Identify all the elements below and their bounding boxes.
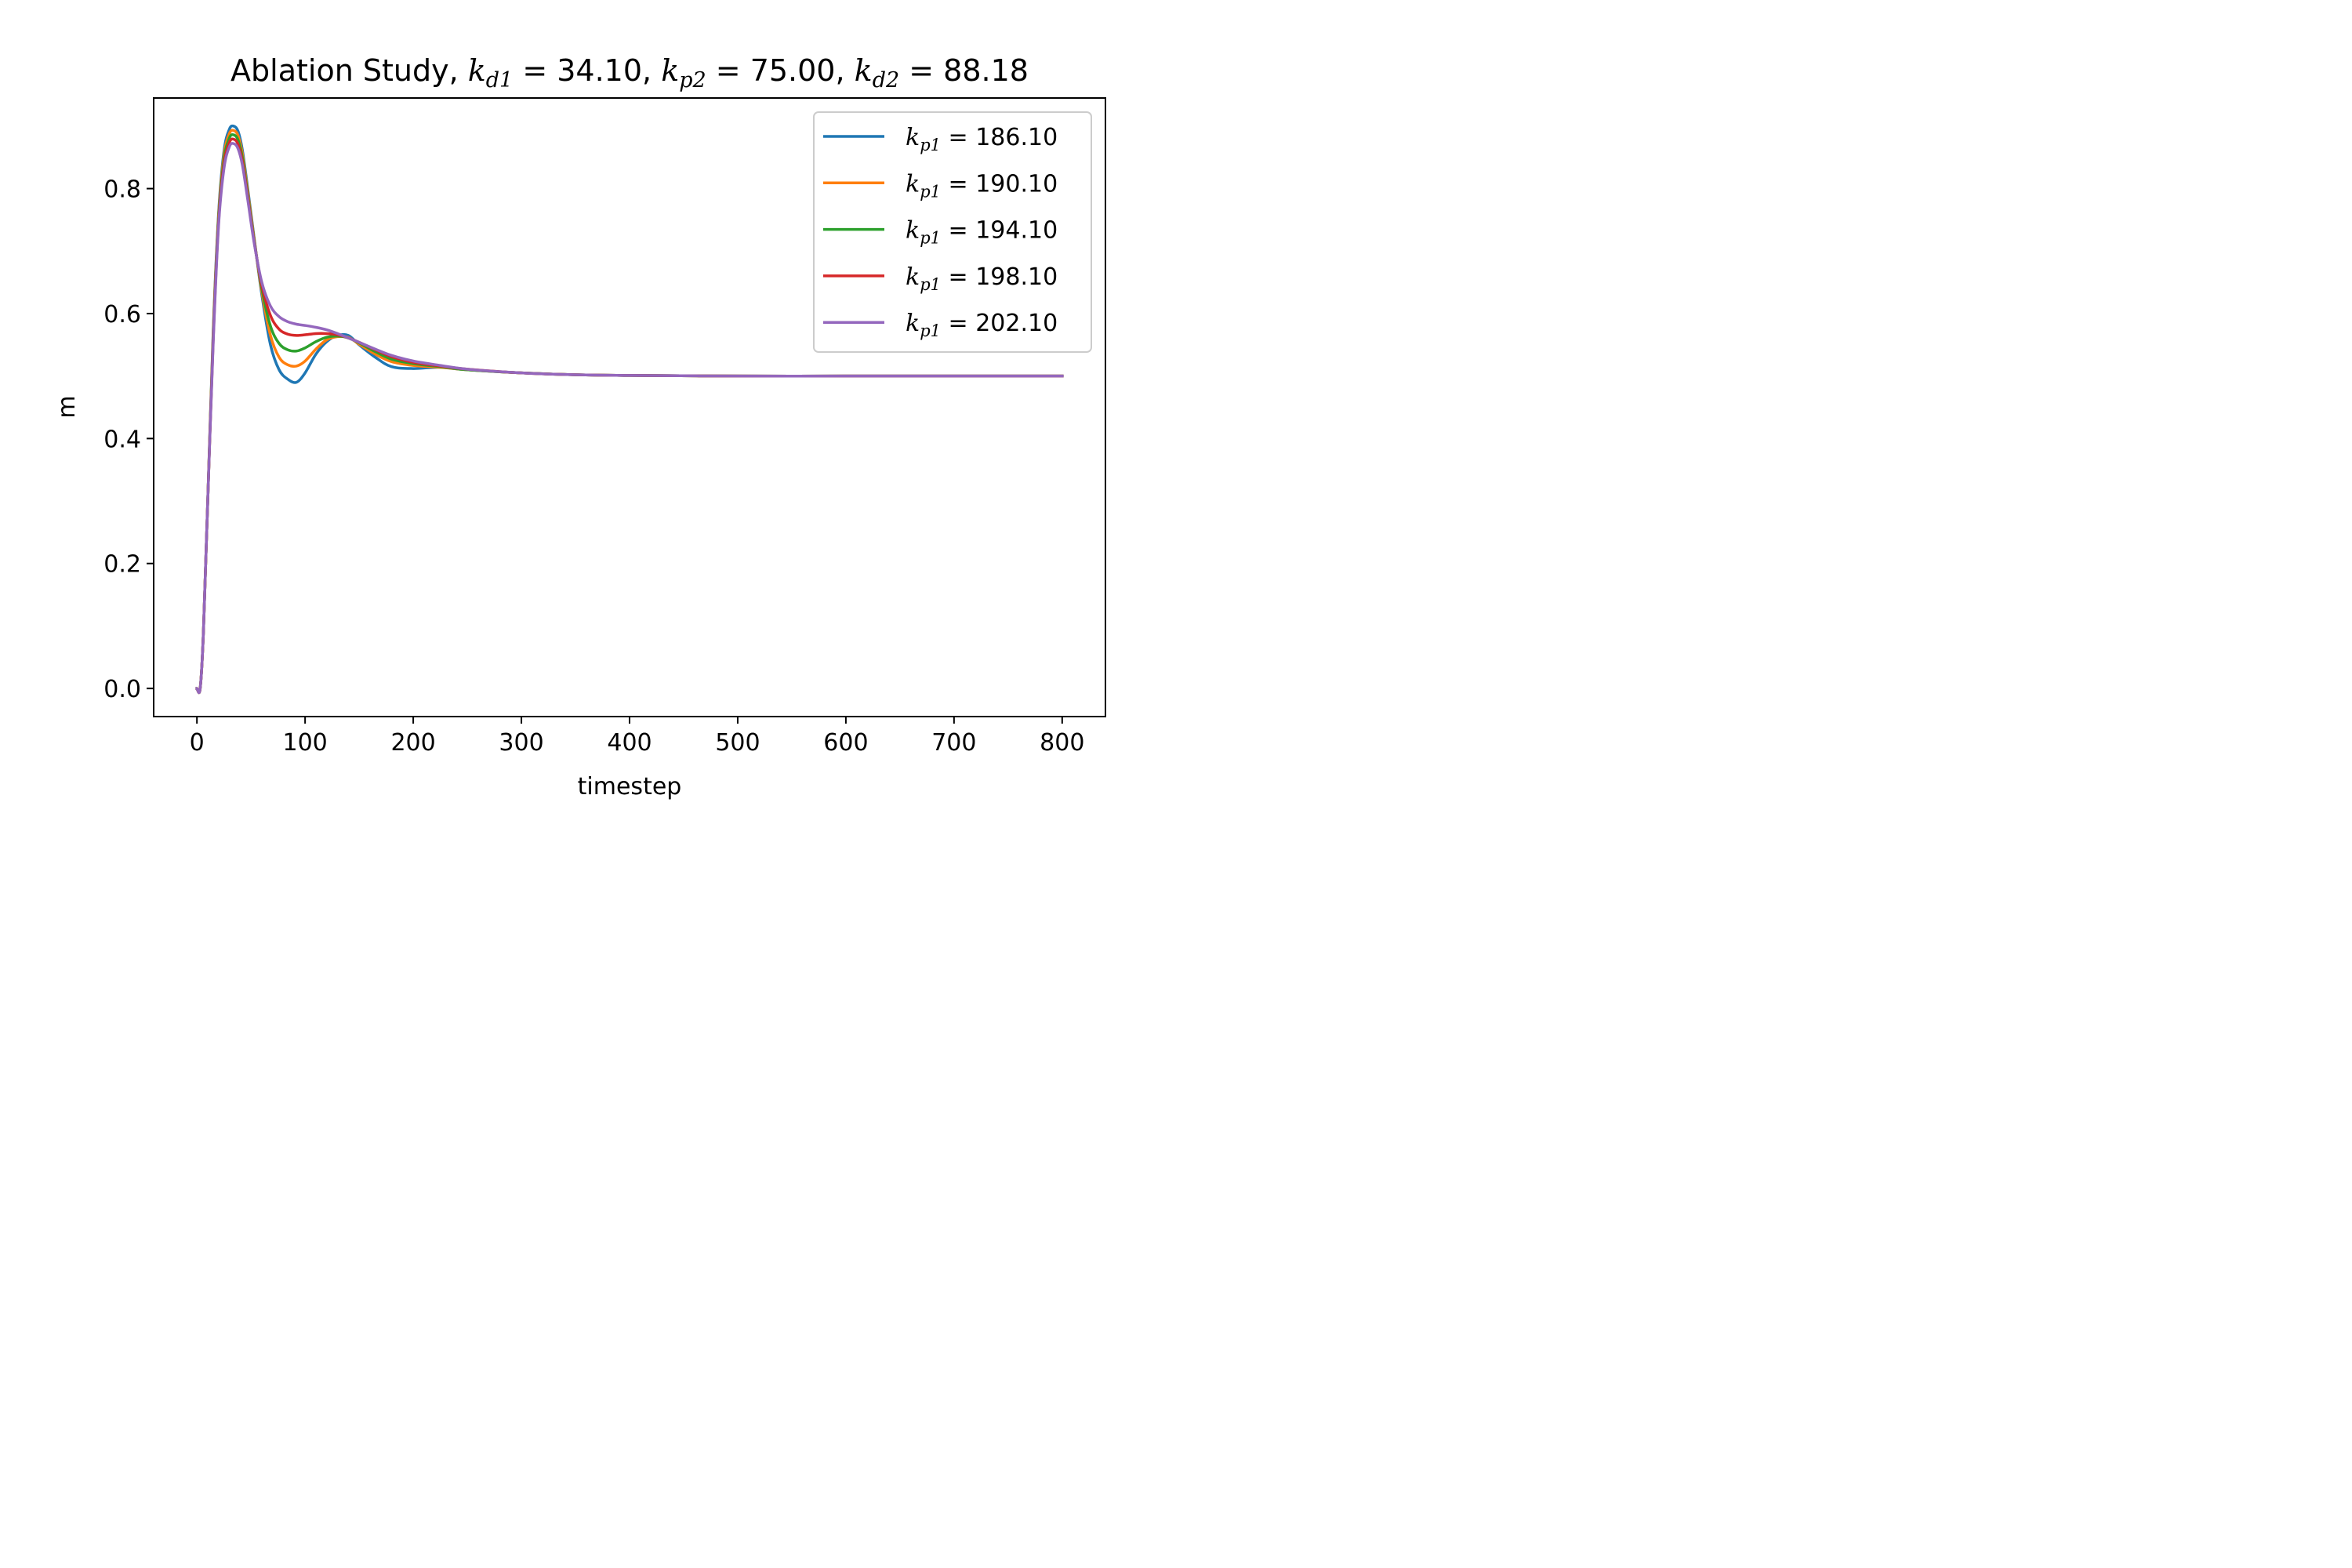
x-axis: 0 100 200 300 400 500 600 700 800 [190, 717, 1084, 757]
x-tick-label: 100 [283, 729, 328, 757]
y-axis-label: m [53, 395, 81, 418]
y-tick-label: 0.8 [103, 176, 141, 204]
x-tick-label: 700 [931, 729, 976, 757]
y-tick-label: 0.0 [103, 676, 141, 703]
series-lines [195, 124, 1064, 695]
chart-title: Ablation Study, kd1 = 34.10, kp2 = 75.00… [230, 53, 1029, 93]
y-tick-label: 0.6 [103, 301, 141, 328]
legend-label: kp1 = 186.10 [906, 124, 1058, 154]
x-tick-label: 600 [823, 729, 868, 757]
legend-label: kp1 = 198.10 [906, 263, 1058, 294]
x-axis-label: timestep [578, 773, 682, 800]
x-tick-label: 500 [715, 729, 760, 757]
legend-label: kp1 = 194.10 [906, 217, 1058, 248]
x-tick-label: 300 [499, 729, 543, 757]
y-tick-label: 0.4 [103, 426, 141, 453]
x-tick-label: 800 [1040, 729, 1084, 757]
legend-entry: kp1 = 194.10 [823, 217, 1058, 248]
legend-entry: kp1 = 190.10 [823, 170, 1058, 201]
legend: kp1 = 186.10 kp1 = 190.10 kp1 = 194.10 kp1 … [813, 111, 1092, 353]
x-tick-label: 400 [607, 729, 652, 757]
y-axis: 0.0 0.2 0.4 0.6 0.8 [103, 176, 154, 703]
legend-label: kp1 = 190.10 [906, 170, 1058, 201]
x-tick-label: 200 [390, 729, 435, 757]
legend-entry: kp1 = 202.10 [823, 310, 1058, 340]
y-tick-label: 0.2 [103, 551, 141, 579]
legend-box [813, 111, 1092, 353]
line-chart: Ablation Study, kd1 = 34.10, kp2 = 75.00… [0, 0, 1212, 808]
legend-label: kp1 = 202.10 [906, 310, 1058, 340]
legend-entry: kp1 = 186.10 [823, 124, 1058, 154]
series-line-5 [195, 142, 1064, 695]
legend-entry: kp1 = 198.10 [823, 263, 1058, 294]
x-tick-label: 0 [190, 729, 205, 757]
